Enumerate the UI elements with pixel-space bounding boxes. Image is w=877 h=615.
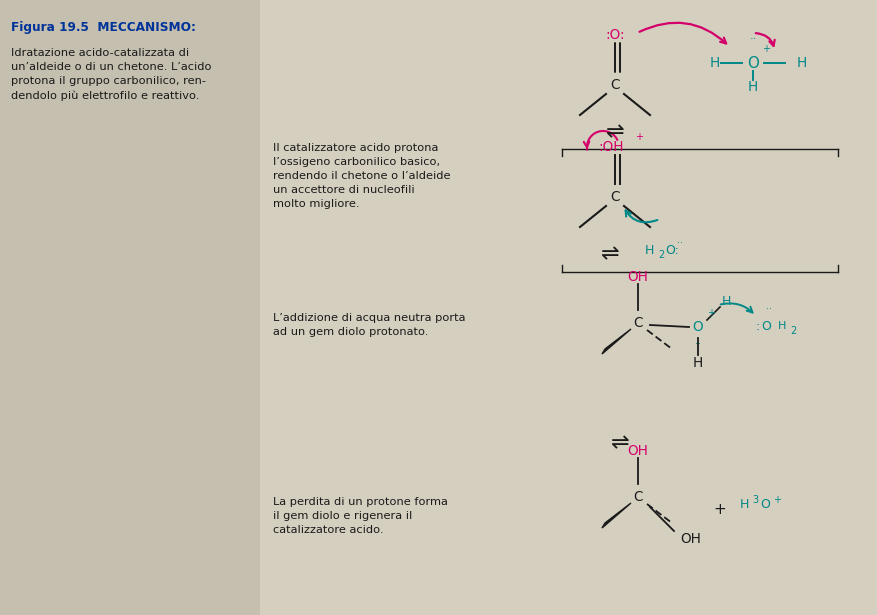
Text: ⇌: ⇌ bbox=[610, 433, 629, 453]
Text: H: H bbox=[747, 80, 757, 94]
Text: Idratazione acido-catalizzata di
un’aldeide o di un chetone. L’acido
protona il : Idratazione acido-catalizzata di un’alde… bbox=[11, 48, 211, 101]
Text: :OH: :OH bbox=[597, 140, 623, 154]
Text: ··: ·· bbox=[695, 339, 700, 349]
Text: 2: 2 bbox=[789, 326, 795, 336]
Polygon shape bbox=[602, 329, 631, 354]
Text: H: H bbox=[777, 321, 786, 331]
Text: ··: ·· bbox=[765, 304, 771, 314]
Text: Figura 19.5  MECCANISMO:: Figura 19.5 MECCANISMO: bbox=[11, 21, 196, 34]
Text: OH: OH bbox=[679, 532, 700, 546]
Text: La perdita di un protone forma
il gem diolo e rigenera il
catalizzatore acido.: La perdita di un protone forma il gem di… bbox=[273, 497, 447, 535]
Text: L’addizione di acqua neutra porta
ad un gem diolo protonato.: L’addizione di acqua neutra porta ad un … bbox=[273, 313, 465, 337]
Text: +: + bbox=[713, 501, 725, 517]
Text: C: C bbox=[632, 316, 642, 330]
Text: :: : bbox=[755, 320, 759, 333]
Text: C: C bbox=[610, 190, 619, 204]
Text: Il catalizzatore acido protona
l’ossigeno carbonilico basico,
rendendo il cheton: Il catalizzatore acido protona l’ossigen… bbox=[273, 143, 450, 209]
Text: O: O bbox=[760, 320, 770, 333]
Text: H: H bbox=[645, 245, 653, 258]
Text: OH: OH bbox=[627, 270, 648, 284]
Text: C: C bbox=[632, 490, 642, 504]
Text: O:: O: bbox=[664, 245, 678, 258]
Text: 3: 3 bbox=[751, 495, 757, 505]
Text: C: C bbox=[610, 78, 619, 92]
Text: OH: OH bbox=[627, 444, 648, 458]
Text: +: + bbox=[706, 308, 714, 318]
Text: ⇌: ⇌ bbox=[605, 122, 624, 142]
Text: H: H bbox=[692, 356, 702, 370]
Text: O: O bbox=[759, 499, 769, 512]
Text: ⇌: ⇌ bbox=[600, 244, 618, 264]
Text: H: H bbox=[739, 499, 749, 512]
Text: O: O bbox=[692, 320, 702, 334]
Text: H: H bbox=[721, 295, 730, 308]
Text: H: H bbox=[709, 56, 719, 70]
Polygon shape bbox=[602, 503, 631, 528]
Text: :O:: :O: bbox=[604, 28, 624, 42]
Text: +: + bbox=[772, 495, 781, 505]
Text: 2: 2 bbox=[657, 250, 664, 260]
Text: +: + bbox=[634, 132, 642, 142]
Text: H: H bbox=[796, 56, 806, 70]
Text: ··: ·· bbox=[749, 34, 756, 44]
Text: ··: ·· bbox=[676, 238, 682, 248]
Text: O: O bbox=[746, 55, 758, 71]
Bar bbox=[0, 0, 260, 615]
Text: +: + bbox=[761, 44, 769, 54]
